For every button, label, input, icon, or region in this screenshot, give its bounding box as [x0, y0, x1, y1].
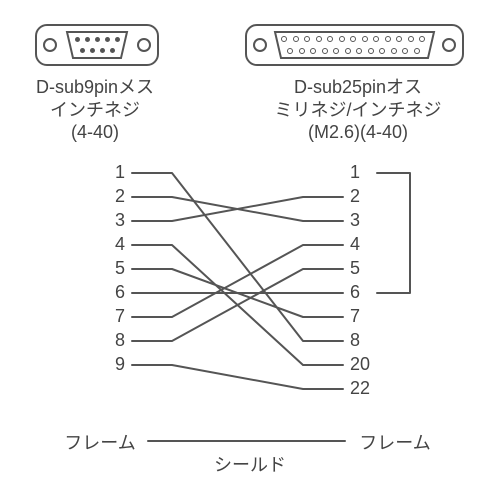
- left-pin-9: 9: [95, 354, 125, 375]
- left-pin-4: 4: [95, 234, 125, 255]
- shield-label: シールド: [190, 454, 310, 477]
- right-pin-5: 5: [350, 258, 380, 279]
- left-pin-8: 8: [95, 330, 125, 351]
- right-pin-4: 4: [350, 234, 380, 255]
- right-pin-1: 1: [350, 162, 380, 183]
- left-pin-5: 5: [95, 258, 125, 279]
- frame-right-label: フレーム: [345, 432, 445, 455]
- right-pin-6: 6: [350, 282, 380, 303]
- right-pin-2: 2: [350, 186, 380, 207]
- frame-left-label: フレーム: [50, 432, 150, 455]
- left-pin-7: 7: [95, 306, 125, 327]
- left-pin-1: 1: [95, 162, 125, 183]
- right-pin-7: 7: [350, 306, 380, 327]
- left-pin-6: 6: [95, 282, 125, 303]
- right-pin-8: 8: [350, 330, 380, 351]
- right-pin-3: 3: [350, 210, 380, 231]
- right-pin-22: 22: [350, 378, 380, 399]
- left-pin-2: 2: [95, 186, 125, 207]
- right-pin-20: 20: [350, 354, 380, 375]
- left-pin-3: 3: [95, 210, 125, 231]
- wiring-diagram: [0, 0, 500, 500]
